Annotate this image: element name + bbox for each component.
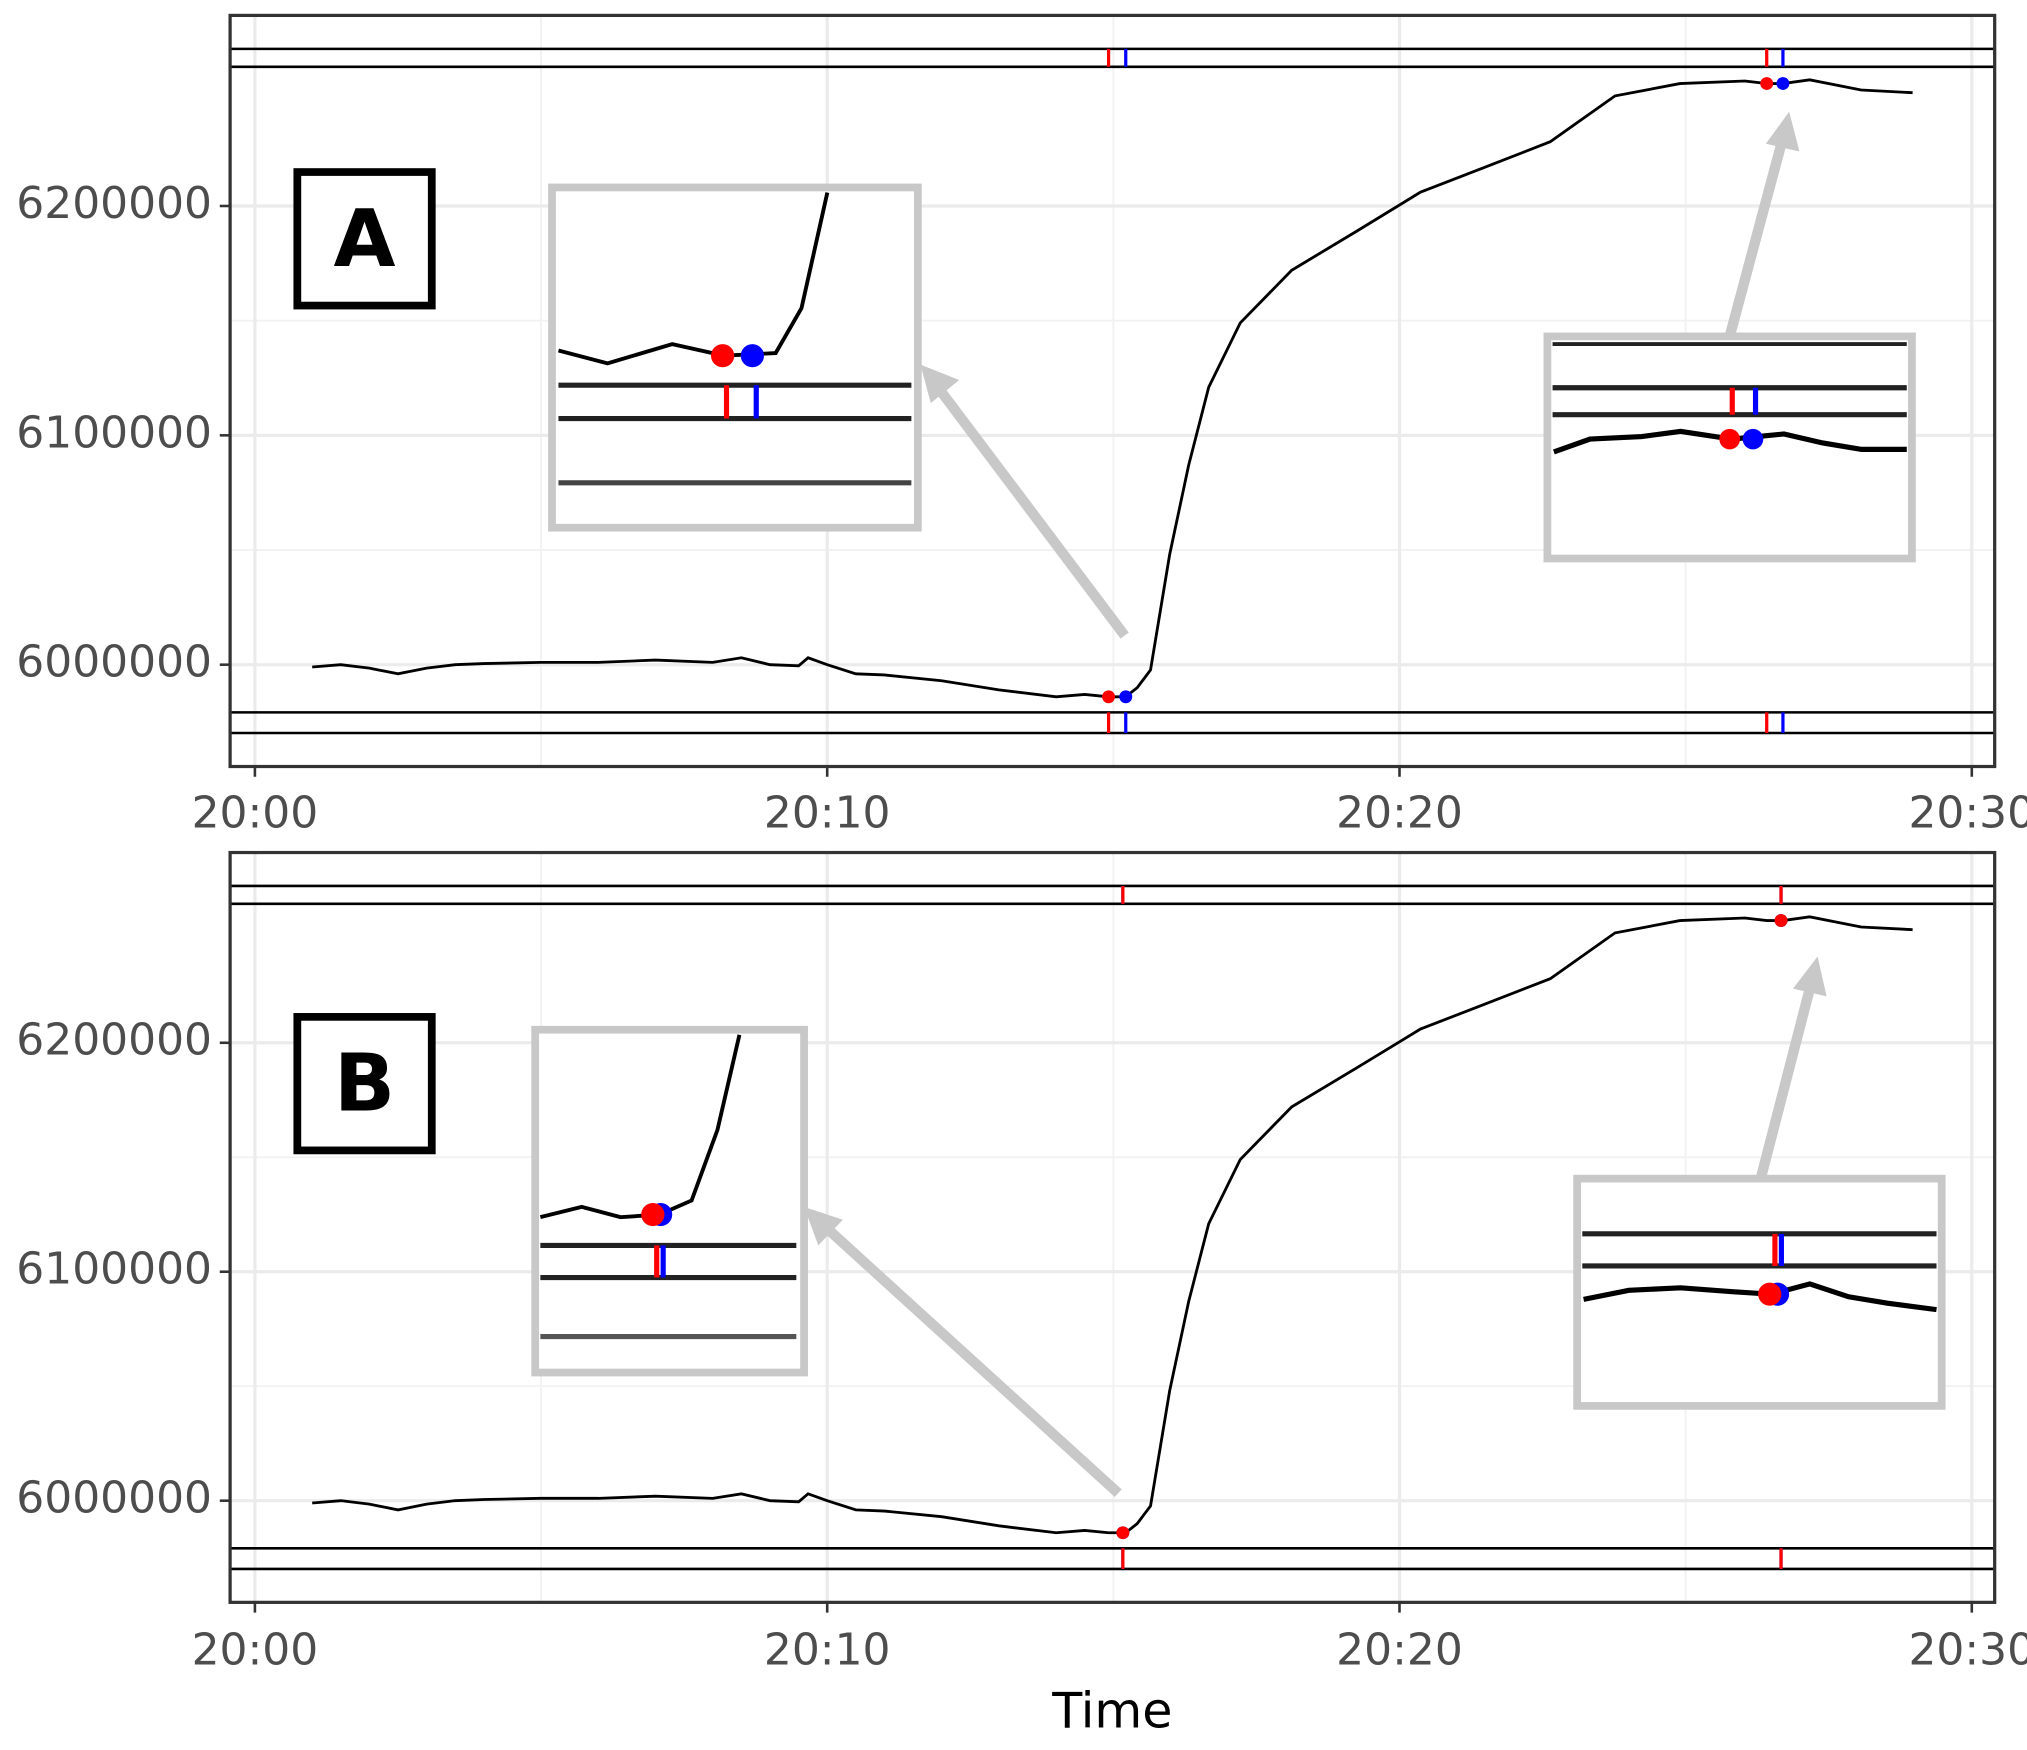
x-tick-label: 20:30 — [1908, 1625, 2027, 1676]
arrow — [823, 1224, 1122, 1498]
x-tick-label: 20:00 — [192, 787, 319, 838]
arrow-head — [804, 1206, 843, 1246]
panel-label-box — [293, 1013, 436, 1155]
panel-border — [228, 850, 1997, 1604]
x-tick-label: 20:30 — [1908, 787, 2027, 838]
panel-label: A — [334, 192, 396, 285]
arrow — [1755, 987, 1815, 1180]
inset-dot — [641, 1203, 665, 1227]
inset-dot — [1742, 428, 1764, 450]
event-point — [1119, 690, 1133, 704]
arrow-head — [1793, 956, 1827, 997]
panel-border — [228, 13, 1997, 769]
event-point — [1116, 1526, 1130, 1540]
insets — [531, 111, 1946, 1498]
event-point — [1776, 77, 1790, 90]
x-tick-label: 20:10 — [764, 787, 891, 838]
inset-dot — [1758, 1282, 1782, 1306]
x-tick-label: 20:10 — [764, 1625, 891, 1676]
series-line — [312, 78, 1913, 699]
y-tick-label: 6100000 — [16, 1244, 212, 1295]
inset-box — [548, 183, 922, 532]
arrow-head — [1765, 111, 1800, 152]
y-tick-label: 6200000 — [16, 178, 212, 229]
panel-label: B — [334, 1037, 395, 1130]
x-tick-label: 20:20 — [1336, 1625, 1463, 1676]
event-point — [1102, 690, 1116, 704]
series-line — [312, 915, 1913, 1535]
x-tick-label: 20:20 — [1336, 787, 1463, 838]
y-tick-label: 6200000 — [16, 1015, 212, 1066]
inset-dot — [711, 344, 735, 368]
inset-dot — [740, 344, 765, 368]
x-tick-label: 20:00 — [192, 1625, 319, 1676]
panel-label-box — [293, 168, 436, 310]
inset-box — [531, 1025, 808, 1377]
y-tick-label: 6000000 — [16, 1473, 212, 1524]
event-point — [1760, 77, 1774, 90]
event-point — [1774, 914, 1788, 927]
arrow-head — [920, 364, 960, 404]
inset-dot — [1719, 428, 1741, 450]
y-tick-label: 6000000 — [16, 637, 212, 688]
x-axis-label: Time — [1051, 1683, 1172, 1740]
arrow — [1724, 142, 1787, 338]
arrow — [936, 388, 1129, 639]
y-tick-label: 6100000 — [16, 407, 212, 458]
